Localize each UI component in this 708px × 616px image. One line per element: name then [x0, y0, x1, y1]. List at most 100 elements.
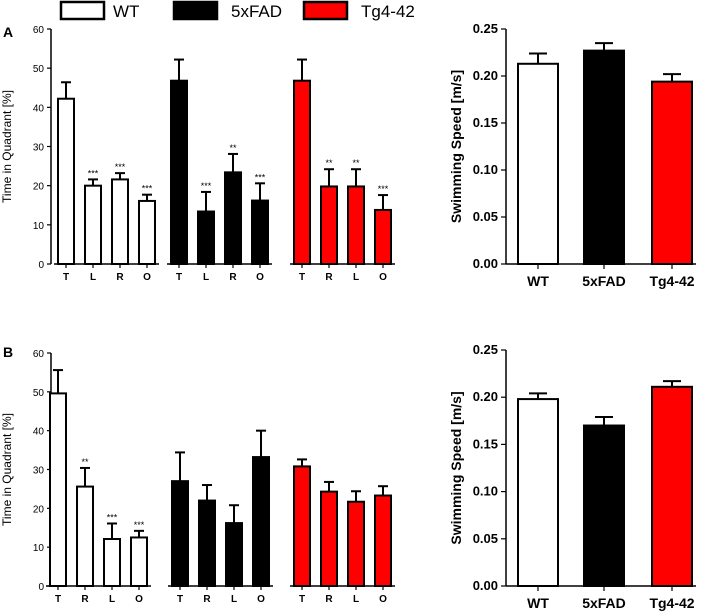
y-tick-label: 0.25 — [473, 21, 498, 36]
y-axis-label: Time in Quadrant [%] — [0, 413, 14, 526]
significance-label: *** — [107, 512, 118, 522]
x-tick-label: O — [143, 272, 151, 283]
y-tick-label: 60 — [33, 25, 45, 36]
chart-a-time-in-quadrant: 0 10 20 30 40 50 60 Time in Quadrant [%] T L *** R *… — [0, 25, 395, 283]
chart-a-swimming-speed: 0.00 0.05 0.10 0.15 0.20 0.25 Swimming Speed [… — [448, 21, 696, 289]
y-axis-label: Time in Quadrant [%] — [0, 90, 14, 203]
x-tick-label: L — [353, 594, 359, 605]
significance-label: *** — [88, 168, 99, 178]
legend-swatch-5xfad — [172, 0, 219, 21]
legend-label-wt: WT — [113, 2, 139, 21]
significance-label: ** — [325, 158, 333, 168]
legend-swatch-tg4-42 — [302, 0, 349, 21]
bar-5xfad-r — [198, 499, 216, 588]
bar-tg4-42-r — [320, 490, 338, 588]
x-tick-label: R — [229, 272, 237, 283]
bar-wt — [517, 398, 559, 588]
legend-label-tg4-42: Tg4-42 — [361, 2, 415, 21]
bar-tg4-42 — [651, 80, 693, 265]
bar-wt-o — [130, 536, 148, 587]
bar-wt — [517, 62, 559, 265]
x-tick-label: Tg4-42 — [649, 595, 694, 611]
y-tick-label: 20 — [33, 182, 45, 193]
significance-label: ** — [81, 457, 89, 467]
y-tick-label: 30 — [33, 466, 45, 477]
x-tick-label: O — [379, 272, 387, 283]
x-tick-label: 5xFAD — [582, 273, 626, 289]
y-tick-label: 0 — [38, 260, 44, 271]
y-tick-label: 10 — [33, 221, 45, 232]
bar-tg4-42-l — [347, 185, 365, 265]
y-tick-label: 30 — [33, 143, 45, 154]
bar-wt-l — [84, 184, 102, 266]
legend-label-5xfad: 5xFAD — [231, 2, 282, 21]
x-tick-label: WT — [527, 595, 549, 611]
bar-tg4-42-o — [374, 494, 392, 588]
significance-label: *** — [201, 181, 212, 191]
y-tick-label: 0.00 — [473, 578, 498, 593]
x-tick-label: T — [176, 272, 182, 283]
bar-5xfad-t — [171, 480, 189, 587]
x-tick-label: R — [81, 594, 89, 605]
x-tick-label: R — [325, 594, 333, 605]
y-tick-label: 0.20 — [473, 68, 498, 83]
significance-label: ** — [229, 143, 237, 153]
x-tick-label: L — [90, 272, 96, 283]
bar-wt-t — [57, 97, 75, 266]
bar-5xfad-l — [197, 210, 215, 265]
x-tick-label: R — [325, 272, 333, 283]
x-tick-label: O — [257, 594, 265, 605]
x-tick-label: O — [256, 272, 264, 283]
significance-label: *** — [142, 184, 153, 194]
significance-label: *** — [378, 184, 389, 194]
bar-5xfad — [583, 424, 625, 587]
panel-letter-b: B — [3, 344, 13, 360]
bar-wt-o — [138, 199, 156, 265]
chart-b-time-in-quadrant: 0 10 20 30 40 50 60 Time in Quadrant [%] T R ** L **… — [0, 349, 395, 605]
x-tick-label: O — [379, 594, 387, 605]
y-tick-label: 50 — [33, 64, 45, 75]
x-tick-label: R — [116, 272, 124, 283]
bar-5xfad-o — [252, 456, 270, 587]
y-tick-label: 40 — [33, 103, 45, 114]
bar-5xfad-l — [225, 522, 243, 588]
bar-tg4-42-l — [347, 500, 365, 587]
bar-wt-t — [49, 392, 67, 587]
bar-tg4-42-t — [293, 465, 311, 588]
y-tick-label: 0.15 — [473, 436, 498, 451]
y-tick-label: 0.00 — [473, 256, 498, 271]
x-tick-label: L — [109, 594, 115, 605]
legend: WT 5xFAD Tg4-42 — [59, 0, 415, 21]
y-axis-label: Swimming Speed [m/s] — [448, 70, 464, 223]
y-tick-label: 0.25 — [473, 342, 498, 357]
x-tick-label: T — [299, 272, 305, 283]
y-tick-label: 0.10 — [473, 162, 498, 177]
bar-tg4-42-r — [320, 185, 338, 265]
x-tick-label: L — [353, 272, 359, 283]
significance-label: *** — [255, 172, 266, 182]
bar-tg4-42 — [651, 385, 693, 588]
bar-tg4-42-t — [293, 79, 311, 265]
y-tick-label: 0.05 — [473, 209, 498, 224]
x-tick-label: T — [63, 272, 69, 283]
significance-label: *** — [134, 520, 145, 530]
y-tick-label: 0.05 — [473, 531, 498, 546]
x-tick-label: 5xFAD — [582, 595, 626, 611]
bar-wt-r — [76, 485, 94, 587]
bar-5xfad-o — [251, 199, 269, 266]
x-tick-label: O — [135, 594, 143, 605]
bar-5xfad-t — [170, 79, 188, 265]
x-tick-label: WT — [527, 273, 549, 289]
panel-letter-a: A — [3, 24, 13, 40]
chart-b-swimming-speed: 0.00 0.05 0.10 0.15 0.20 0.25 Swimming Speed [… — [448, 342, 696, 611]
x-tick-label: L — [231, 594, 237, 605]
y-tick-label: 40 — [33, 427, 45, 438]
y-tick-label: 50 — [33, 388, 45, 399]
bar-5xfad — [583, 49, 625, 266]
y-tick-label: 0.10 — [473, 484, 498, 499]
y-tick-label: 0.15 — [473, 115, 498, 130]
significance-label: ** — [352, 158, 360, 168]
bar-5xfad-r — [224, 171, 242, 266]
y-tick-label: 0 — [38, 582, 44, 593]
